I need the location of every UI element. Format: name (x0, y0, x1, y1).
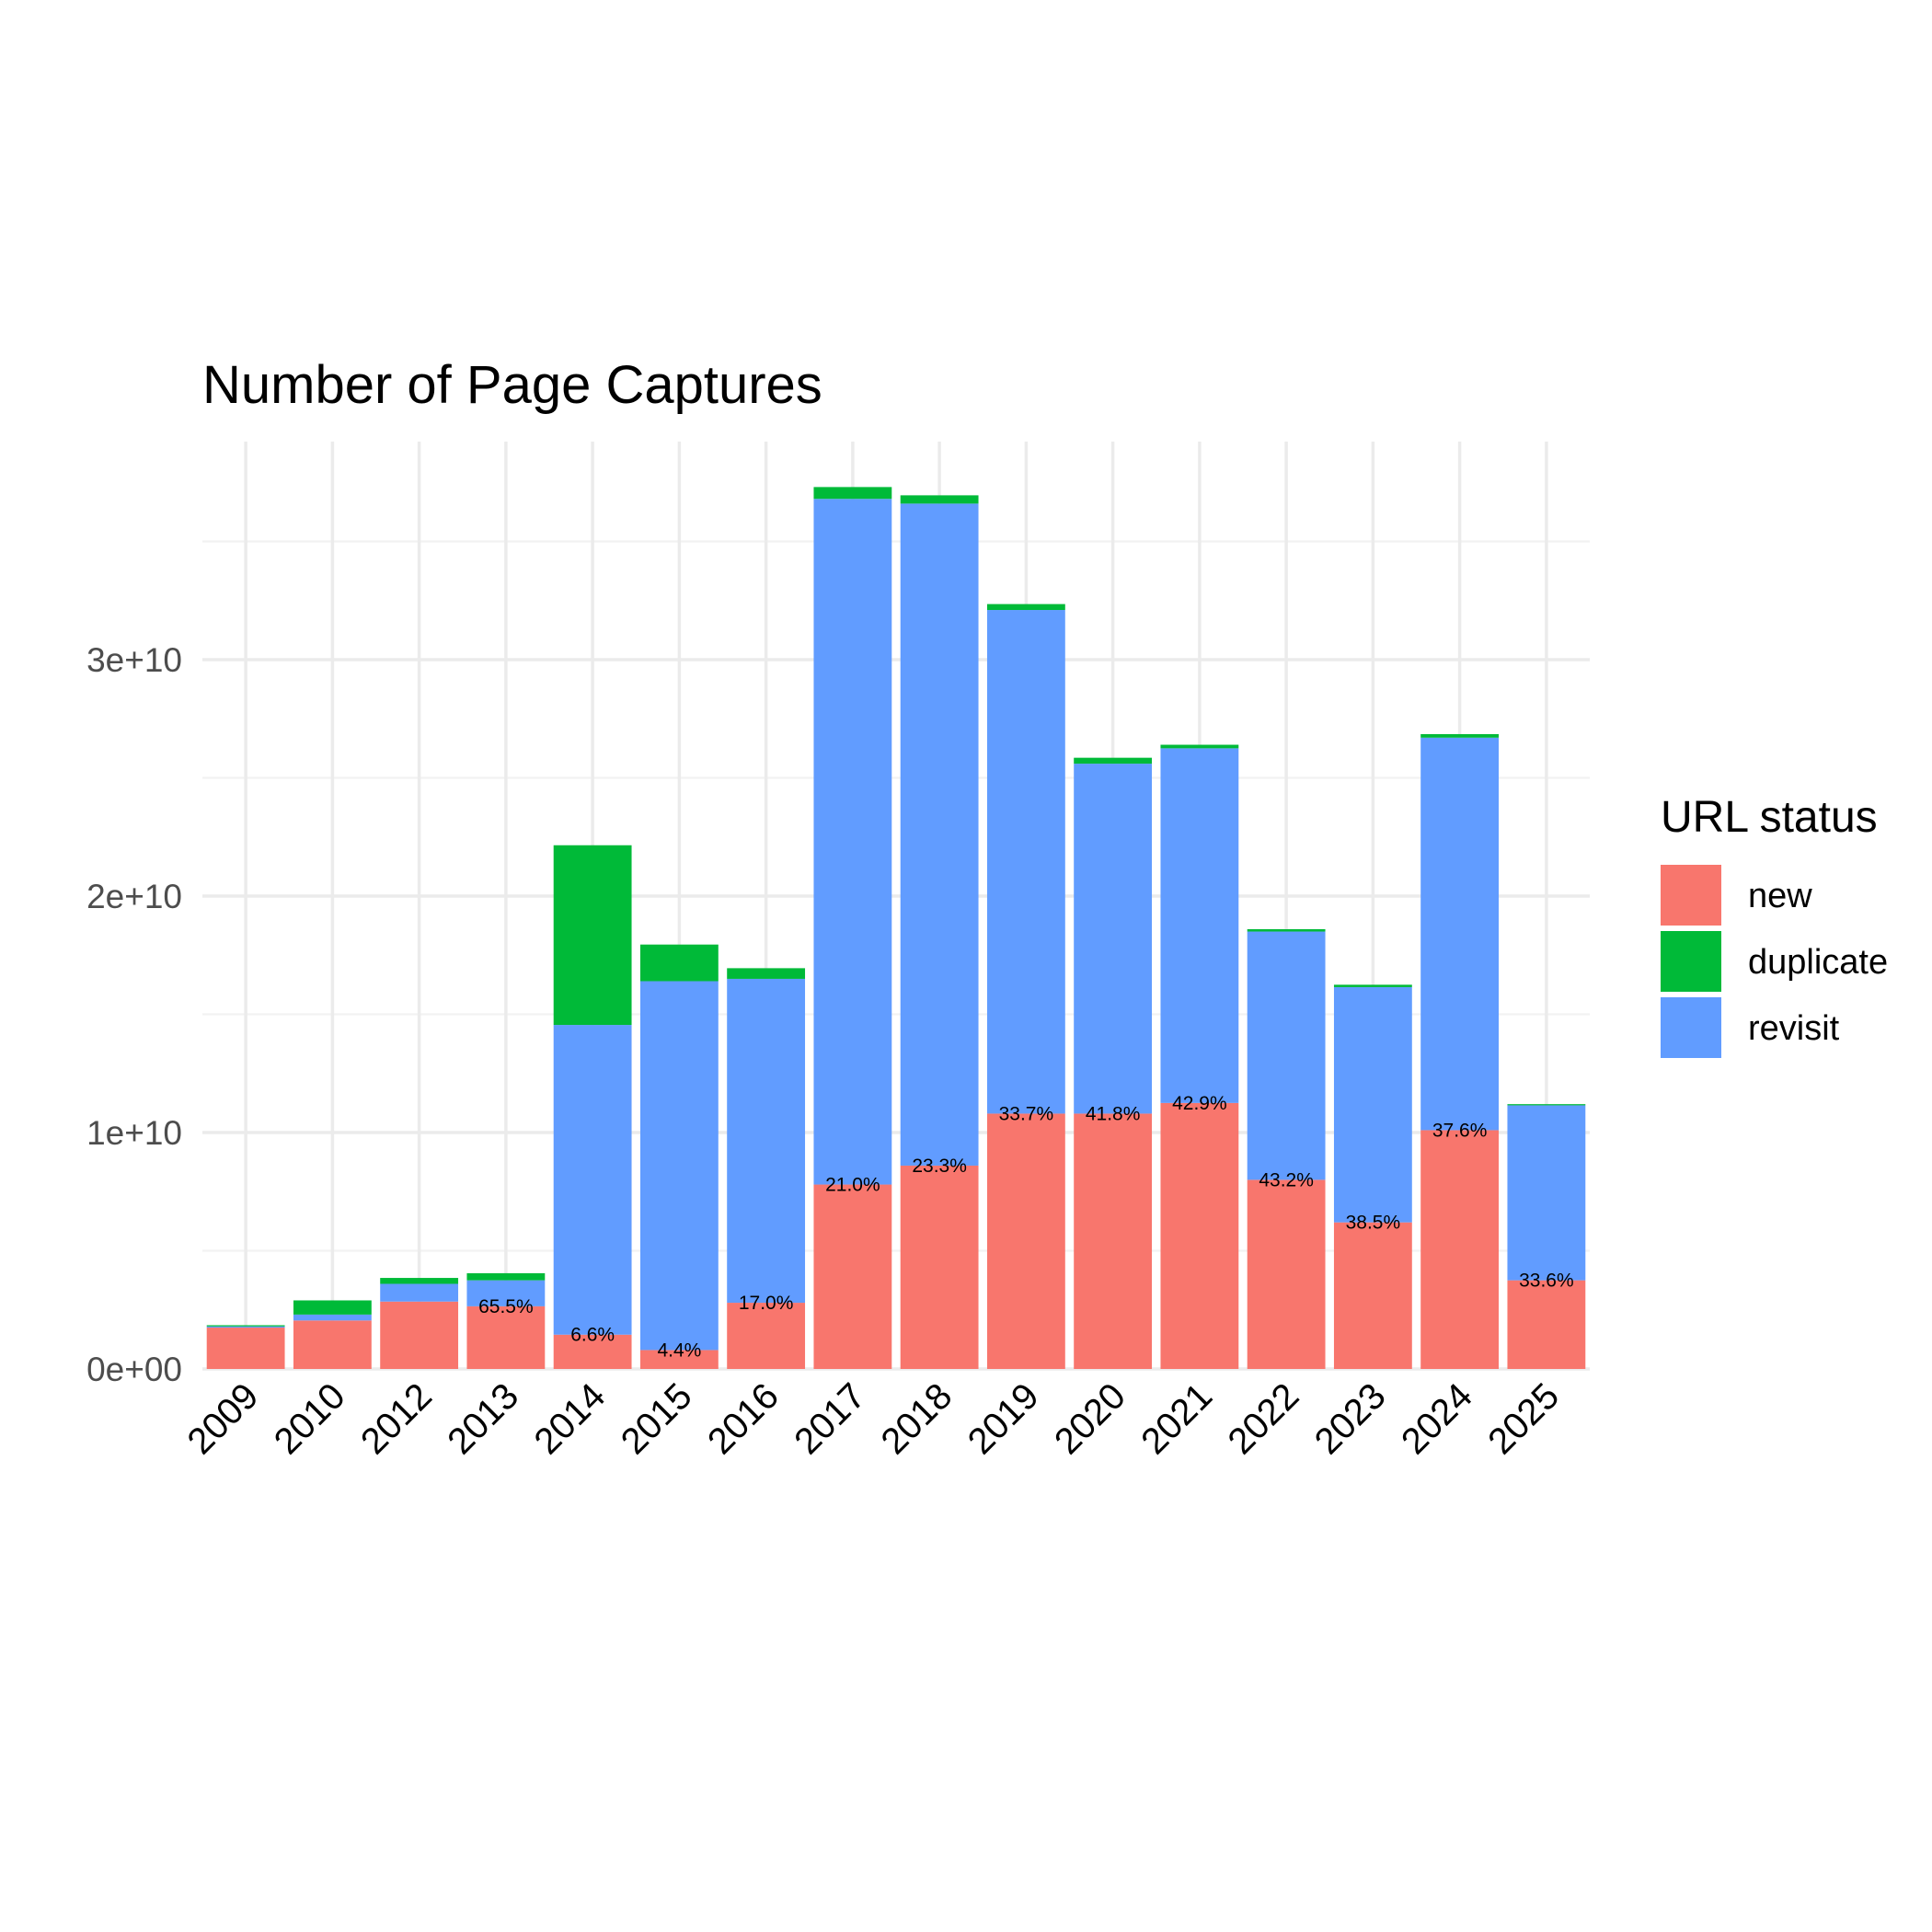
bar-segment-revisit (900, 503, 979, 1166)
bar-labels: 65.5% 6.6% 4.4% 17.0% 21.0% 23.3% 33.7% 41.8% 42… (478, 1093, 1574, 1362)
bar-percent-label: 4.4% (657, 1340, 701, 1361)
bar-segment-new (293, 1320, 372, 1369)
legend-title: URL status (1661, 793, 1878, 842)
bar-segment-new (206, 1328, 285, 1369)
bar-segment-duplicate (813, 487, 892, 500)
bar-percent-label: 65.5% (478, 1296, 534, 1317)
bar-percent-label: 33.7% (999, 1103, 1054, 1124)
bar-segment-revisit (206, 1326, 285, 1328)
bar-segment-new (1160, 1102, 1239, 1369)
bar-segment-new (727, 1303, 806, 1369)
bar-segment-duplicate (639, 944, 719, 982)
legend-label-new: new (1748, 877, 1812, 915)
bar-segment-duplicate (466, 1272, 546, 1281)
x-tick-label: 2019 (960, 1375, 1047, 1462)
bar-segment-new (1247, 1179, 1326, 1369)
bar-segment-new (380, 1301, 459, 1369)
legend-key-duplicate (1661, 931, 1721, 992)
bar-segment-new (553, 1334, 632, 1369)
bar-segment-new (1074, 1113, 1153, 1369)
x-tick-label: 2015 (614, 1375, 700, 1462)
legend: URL status new duplicate revisit (1661, 793, 1888, 1058)
y-tick-label: 2e+10 (86, 878, 182, 915)
legend-key-revisit (1661, 997, 1721, 1058)
x-tick-label: 2021 (1133, 1375, 1220, 1462)
x-tick-label: 2018 (873, 1375, 960, 1462)
bar-percent-label: 23.3% (912, 1156, 967, 1177)
bar-segment-duplicate (553, 845, 632, 1026)
bar-segment-revisit (293, 1314, 372, 1321)
bar-percent-label: 17.0% (739, 1293, 794, 1314)
x-tick-label: 2024 (1394, 1375, 1480, 1462)
x-tick-label: 2013 (440, 1375, 526, 1462)
bar-segment-new (1420, 1130, 1500, 1369)
y-tick-label: 0e+00 (86, 1351, 182, 1388)
x-tick-label: 2017 (787, 1375, 873, 1462)
x-tick-label: 2022 (1220, 1375, 1306, 1462)
bar-segment-revisit (1074, 764, 1153, 1114)
x-tick-label: 2012 (353, 1375, 440, 1462)
bar-segment-revisit (727, 978, 806, 1304)
bar-segment-revisit (986, 610, 1065, 1114)
bar-percent-label: 33.6% (1519, 1271, 1574, 1292)
bar-segment-revisit (813, 499, 892, 1185)
bar-percent-label: 37.6% (1432, 1120, 1488, 1141)
bar-segment-duplicate (986, 604, 1065, 611)
bar-segment-duplicate (293, 1300, 372, 1315)
legend-label-revisit: revisit (1748, 1009, 1840, 1048)
bar-segment-duplicate (1333, 984, 1412, 987)
y-tick-label: 1e+10 (86, 1114, 182, 1152)
y-tick-label: 3e+10 (86, 641, 182, 679)
bar-percent-label: 6.6% (570, 1325, 615, 1346)
x-tick-label: 2014 (526, 1375, 613, 1462)
bar-percent-label: 41.8% (1086, 1103, 1141, 1124)
legend-label-duplicate: duplicate (1748, 943, 1888, 982)
x-tick-label: 2010 (267, 1375, 353, 1462)
bar-percent-label: 21.0% (825, 1175, 880, 1196)
bar-percent-label: 38.5% (1346, 1213, 1401, 1234)
bar-segment-new (466, 1305, 546, 1369)
bar-segment-revisit (639, 981, 719, 1351)
bar-segment-duplicate (1074, 757, 1153, 765)
bars (206, 487, 1586, 1369)
x-tick-label: 2025 (1480, 1375, 1567, 1462)
bar-segment-new (1333, 1222, 1412, 1369)
bar-segment-duplicate (1160, 744, 1239, 749)
chart-title: Number of Page Captures (202, 355, 822, 415)
bar-segment-duplicate (1247, 928, 1326, 932)
bar-segment-revisit (1247, 931, 1326, 1180)
bar-segment-duplicate (727, 968, 806, 979)
bar-segment-duplicate (380, 1278, 459, 1284)
bar-segment-new (1507, 1280, 1586, 1369)
legend-key-new (1661, 865, 1721, 926)
x-axis-ticks: 2009 2010 2012 2013 2014 2015 2016 2017 2018 2019… (179, 1375, 1567, 1462)
x-tick-label: 2020 (1047, 1375, 1133, 1462)
bar-percent-label: 42.9% (1172, 1093, 1227, 1114)
bar-segment-new (639, 1350, 719, 1369)
bar-percent-label: 43.2% (1259, 1169, 1314, 1190)
bar-segment-revisit (1507, 1105, 1586, 1281)
bar-segment-new (900, 1165, 979, 1369)
bar-segment-duplicate (1507, 1104, 1586, 1106)
x-tick-label: 2023 (1307, 1375, 1394, 1462)
bar-segment-revisit (1160, 748, 1239, 1103)
bar-segment-revisit (466, 1280, 546, 1306)
bar-segment-revisit (380, 1283, 459, 1302)
bar-segment-new (986, 1113, 1065, 1369)
bar-segment-duplicate (900, 495, 979, 504)
bar-segment-revisit (1333, 986, 1412, 1223)
bar-segment-revisit (1420, 737, 1500, 1131)
bar-segment-duplicate (1420, 733, 1500, 738)
bar-segment-duplicate (206, 1325, 285, 1327)
bar-segment-new (813, 1184, 892, 1369)
bar-segment-revisit (553, 1025, 632, 1335)
y-axis-ticks: 0e+00 1e+10 2e+10 3e+10 (86, 641, 182, 1388)
x-tick-label: 2016 (700, 1375, 787, 1462)
x-tick-label: 2009 (179, 1375, 266, 1462)
